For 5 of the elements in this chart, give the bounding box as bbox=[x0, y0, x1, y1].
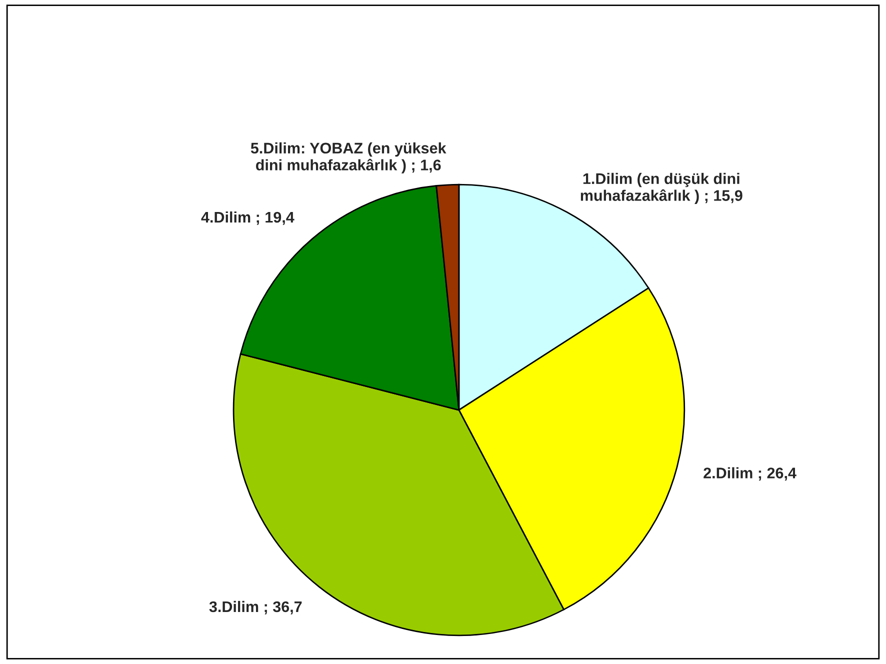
slice-label: 2.Dilim ; 26,4 bbox=[704, 467, 796, 481]
slice-label: 4.Dilim ; 19,4 bbox=[201, 211, 294, 225]
slice-label: 3.Dilim ; 36,7 bbox=[209, 600, 302, 614]
slice-label: 1.Dilim (en düşük dini muhafazakârlık ) ; 15,9 bbox=[580, 172, 742, 204]
slice-label: 5.Dilim: YOBAZ (en yüksek dini muhafazakârlık ) ; 1,6 bbox=[250, 142, 446, 174]
